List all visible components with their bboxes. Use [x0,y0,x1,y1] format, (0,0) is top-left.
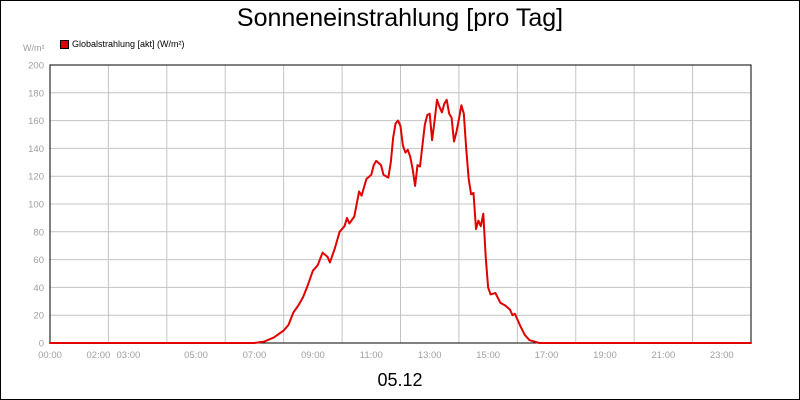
y-tick-label: 200 [28,61,44,72]
y-tick-label: 120 [28,172,44,183]
y-tick-label: 80 [33,227,44,238]
legend: Globalstrahlung [akt] (W/m²) [60,39,185,49]
x-tick-label: 11:00 [360,350,383,361]
y-axis-unit: W/m² [23,43,45,53]
x-tick-label: 09:00 [301,350,325,361]
y-tick-label: 20 [33,311,44,322]
x-tick-label: 07:00 [243,350,267,361]
legend-swatch [60,39,69,49]
y-tick-label: 140 [28,144,44,155]
y-tick-label: 60 [33,255,44,266]
y-tick-label: 180 [28,88,44,99]
series-line [49,98,752,344]
y-tick-label: 160 [28,116,44,127]
x-tick-label: 00:00 [38,350,62,361]
x-tick-label: 13:00 [418,350,442,361]
legend-label: Globalstrahlung [akt] (W/m²) [72,39,185,49]
x-tick-label: 21:00 [651,350,675,361]
y-tick-label: 100 [28,200,44,211]
x-tick-label: 03:00 [117,350,141,361]
x-tick-label: 05:00 [184,350,208,361]
x-tick-label: 19:00 [593,350,617,361]
x-tick-label: 02:00 [87,350,111,361]
plot-border [49,64,752,344]
y-tick-label: 0 [39,339,44,350]
chart-title: Sonneneinstrahlung [pro Tag] [236,4,564,32]
date-label: 05.12 [377,370,423,390]
y-tick-label: 40 [33,283,44,294]
x-tick-label: 23:00 [710,350,734,361]
x-tick-label: 17:00 [535,350,559,361]
x-tick-label: 15:00 [476,350,500,361]
